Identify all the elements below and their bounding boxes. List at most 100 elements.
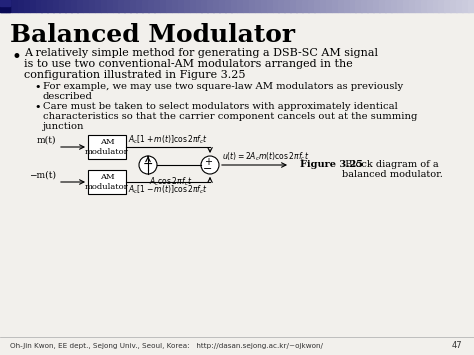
Bar: [296, 0, 303, 12]
Bar: [0, 0, 7, 12]
Bar: [166, 0, 173, 12]
Bar: [124, 0, 131, 12]
Text: $A_c \cos 2\pi f_c t$: $A_c \cos 2\pi f_c t$: [149, 175, 192, 187]
Bar: [361, 0, 368, 12]
Bar: [356, 0, 362, 12]
Bar: [112, 0, 119, 12]
Text: Figure 3.25: Figure 3.25: [300, 160, 363, 169]
Bar: [59, 0, 66, 12]
Bar: [207, 0, 214, 12]
Bar: [195, 0, 202, 12]
Bar: [118, 0, 125, 12]
Text: junction: junction: [43, 122, 84, 131]
Text: Care must be taken to select modulators with approximately identical: Care must be taken to select modulators …: [43, 102, 398, 111]
Bar: [160, 0, 166, 12]
Bar: [314, 0, 320, 12]
Bar: [6, 0, 12, 12]
Bar: [130, 0, 137, 12]
Bar: [219, 0, 226, 12]
Bar: [326, 0, 332, 12]
Text: characteristics so that the carrier component cancels out at the summing: characteristics so that the carrier comp…: [43, 112, 418, 121]
Text: −: −: [143, 158, 153, 170]
Text: is to use two conventional-AM modulators arranged in the: is to use two conventional-AM modulators…: [24, 59, 353, 69]
Bar: [249, 0, 255, 12]
Bar: [88, 135, 126, 159]
Bar: [148, 0, 155, 12]
Bar: [154, 0, 161, 12]
Text: $A_c[1 + m(t)]\cos 2\pi f_c t$: $A_c[1 + m(t)]\cos 2\pi f_c t$: [128, 133, 208, 146]
Bar: [190, 0, 196, 12]
Text: •: •: [34, 102, 40, 112]
Bar: [379, 0, 386, 12]
Bar: [273, 0, 279, 12]
Bar: [107, 0, 113, 12]
Text: Block diagram of a
balanced modulator.: Block diagram of a balanced modulator.: [342, 160, 443, 179]
Bar: [409, 0, 415, 12]
Text: m(t): m(t): [36, 136, 56, 145]
Bar: [71, 0, 78, 12]
Bar: [432, 0, 439, 12]
Bar: [53, 0, 60, 12]
Bar: [373, 0, 380, 12]
Bar: [65, 0, 72, 12]
Bar: [302, 0, 309, 12]
Text: +: +: [204, 157, 212, 167]
Bar: [178, 0, 184, 12]
Bar: [415, 0, 421, 12]
Bar: [88, 170, 126, 194]
Bar: [385, 0, 392, 12]
Text: For example, we may use two square-law AM modulators as previously: For example, we may use two square-law A…: [43, 82, 403, 91]
Text: Balanced Modulator: Balanced Modulator: [10, 23, 295, 47]
Bar: [337, 0, 344, 12]
Bar: [468, 0, 474, 12]
Text: AM
modulator: AM modulator: [85, 173, 129, 191]
Bar: [36, 0, 42, 12]
Bar: [29, 0, 36, 12]
Bar: [284, 0, 291, 12]
Bar: [89, 0, 95, 12]
Bar: [444, 0, 451, 12]
Bar: [100, 0, 107, 12]
Text: −m(t): −m(t): [29, 171, 56, 180]
Text: AM
modulator: AM modulator: [85, 138, 129, 155]
Bar: [349, 0, 356, 12]
Bar: [243, 0, 249, 12]
Bar: [41, 0, 48, 12]
Bar: [427, 0, 433, 12]
Bar: [391, 0, 398, 12]
Bar: [142, 0, 149, 12]
Text: Oh-Jin Kwon, EE dept., Sejong Univ., Seoul, Korea:   http://dasan.sejong.ac.kr/~: Oh-Jin Kwon, EE dept., Sejong Univ., Seo…: [10, 343, 323, 349]
Bar: [332, 0, 338, 12]
Bar: [18, 0, 24, 12]
Bar: [136, 0, 143, 12]
Bar: [278, 0, 285, 12]
Bar: [237, 0, 244, 12]
Bar: [290, 0, 297, 12]
Bar: [225, 0, 232, 12]
Bar: [95, 0, 101, 12]
Bar: [403, 0, 410, 12]
Bar: [397, 0, 403, 12]
Bar: [255, 0, 261, 12]
Text: −: −: [203, 164, 213, 174]
Text: $u(t) = 2A_c m(t)\cos 2\pi f_c t$: $u(t) = 2A_c m(t)\cos 2\pi f_c t$: [222, 151, 310, 163]
Bar: [24, 0, 30, 12]
Bar: [420, 0, 427, 12]
Bar: [438, 0, 445, 12]
Bar: [367, 0, 374, 12]
Text: described: described: [43, 92, 93, 101]
Bar: [0, 0, 10, 6]
Text: configuration illustrated in Figure 3.25: configuration illustrated in Figure 3.25: [24, 70, 246, 80]
Circle shape: [201, 156, 219, 174]
Bar: [231, 0, 237, 12]
Bar: [266, 0, 273, 12]
Bar: [172, 0, 178, 12]
Text: •: •: [12, 48, 22, 66]
Bar: [450, 0, 457, 12]
Bar: [201, 0, 208, 12]
Text: $A_c[1 - m(t)]\cos 2\pi f_c t$: $A_c[1 - m(t)]\cos 2\pi f_c t$: [128, 183, 208, 196]
Bar: [83, 0, 90, 12]
Bar: [320, 0, 327, 12]
Bar: [462, 0, 469, 12]
Bar: [183, 0, 190, 12]
